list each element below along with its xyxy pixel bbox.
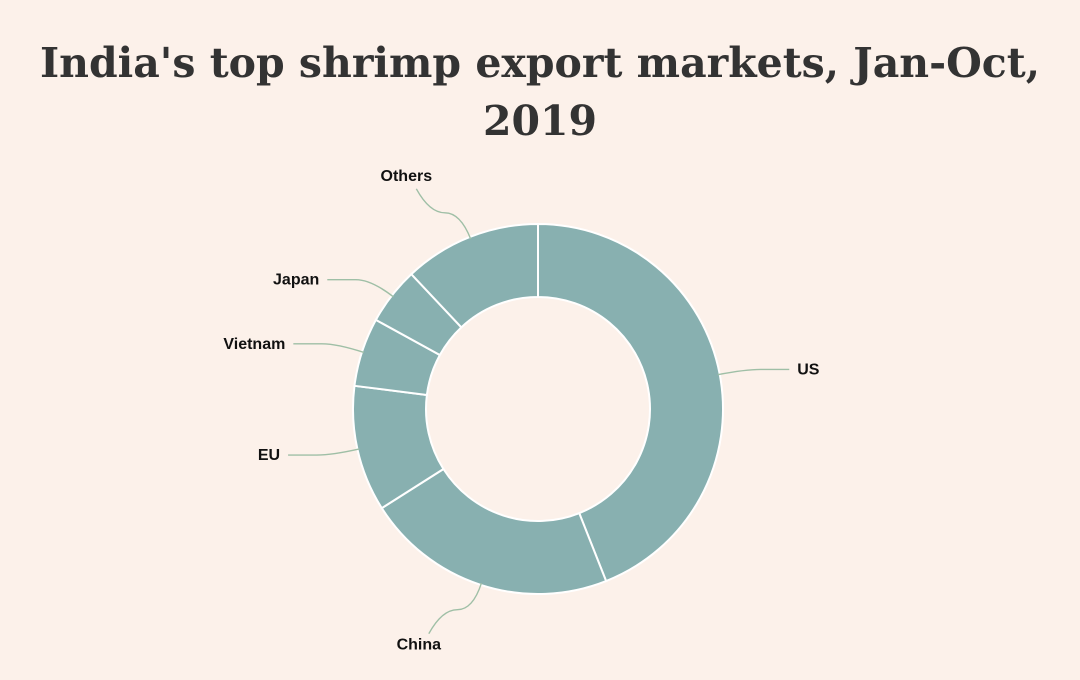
donut-slices (352, 222, 724, 595)
leader-line-others (415, 188, 472, 240)
slice-us[interactable] (537, 222, 724, 583)
leader-line-china (428, 582, 483, 635)
slice-china[interactable] (380, 467, 608, 595)
leader-line-japan (327, 278, 394, 298)
slice-others[interactable] (409, 222, 539, 329)
chart-title: India's top shrimp export markets, Jan-O… (40, 39, 1040, 145)
leader-line-eu (288, 448, 360, 456)
label-eu: EU (258, 447, 280, 464)
label-us: US (797, 361, 820, 378)
leader-line-vietnam (293, 343, 365, 354)
leader-line-us (717, 368, 790, 376)
label-japan: Japan (273, 272, 319, 289)
label-china: China (397, 637, 442, 654)
leader-lines (288, 188, 790, 635)
slice-labels: US China EU Vietnam Japan Others (223, 168, 819, 654)
label-vietnam: Vietnam (223, 336, 285, 353)
label-others: Others (381, 168, 433, 185)
